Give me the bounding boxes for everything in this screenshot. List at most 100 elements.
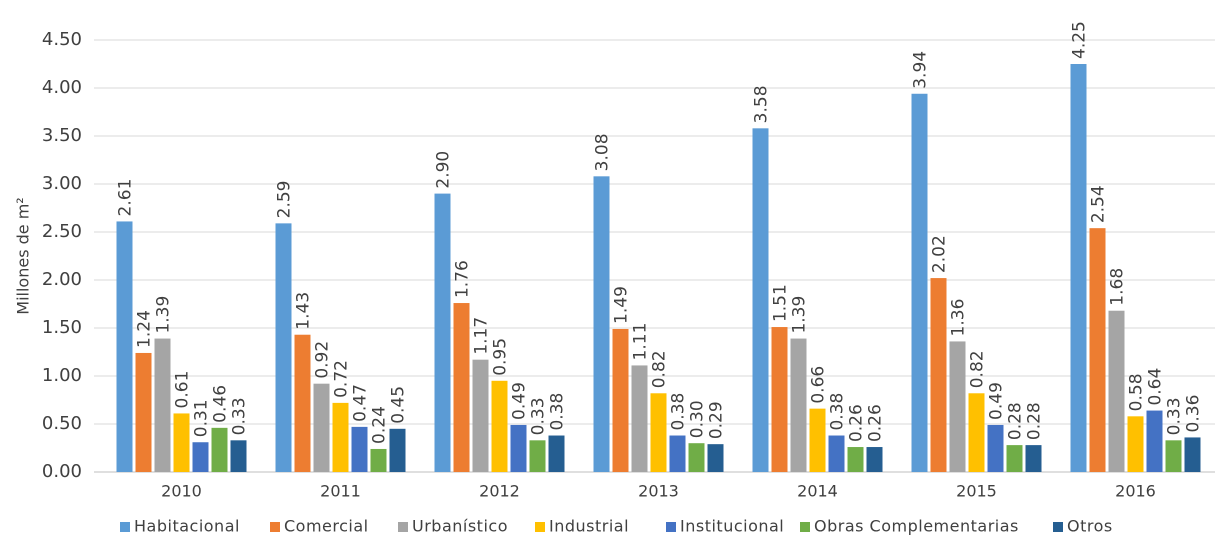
y-tick-label: 1.00 (42, 365, 82, 386)
x-tick-label: 2012 (479, 482, 520, 501)
value-label: 1.17 (472, 317, 492, 355)
legend-label: Industrial (549, 517, 629, 535)
value-label: 0.31 (192, 399, 212, 437)
value-label: 0.26 (847, 404, 867, 442)
value-label: 0.95 (491, 338, 511, 376)
legend-label: Comercial (284, 517, 369, 535)
bar (192, 442, 209, 472)
legend-label: Obras Complementarias (814, 517, 1019, 535)
bar (612, 328, 629, 472)
bar (313, 383, 330, 472)
value-label: 0.49 (987, 382, 1007, 420)
value-label: 0.38 (548, 393, 568, 431)
value-label: 1.68 (1108, 268, 1128, 306)
bar (669, 435, 686, 472)
bar (1165, 440, 1182, 472)
bar (548, 435, 565, 472)
bar (593, 176, 610, 472)
bar (1146, 410, 1163, 472)
value-label: 0.82 (650, 350, 670, 388)
x-tick-label: 2015 (956, 482, 997, 501)
legend-label: Institucional (680, 517, 784, 535)
legend-swatch (1053, 522, 1063, 532)
value-label: 2.59 (275, 181, 295, 219)
bar (472, 359, 489, 472)
y-tick-label: 1.50 (42, 317, 82, 338)
value-label: 0.33 (1165, 397, 1185, 435)
value-label: 2.61 (116, 179, 136, 217)
bar (752, 128, 769, 472)
value-label: 0.58 (1127, 373, 1147, 411)
legend-swatch (535, 522, 545, 532)
value-label: 0.36 (1184, 395, 1204, 433)
value-label: 0.92 (313, 341, 333, 379)
value-label: 0.46 (211, 385, 231, 423)
value-label: 1.24 (135, 310, 155, 348)
bar (771, 327, 788, 472)
value-label: 0.26 (866, 404, 886, 442)
bar (1108, 310, 1125, 472)
bar (866, 447, 883, 472)
bar (1006, 445, 1023, 472)
value-label: 0.61 (173, 371, 193, 409)
bar (949, 341, 966, 472)
value-label: 2.02 (930, 235, 950, 273)
value-label: 0.30 (688, 400, 708, 438)
bar (968, 393, 985, 472)
value-label: 0.45 (389, 386, 409, 424)
bar (688, 443, 705, 472)
value-label: 0.24 (370, 406, 390, 444)
value-label: 1.49 (612, 286, 632, 324)
bar (230, 440, 247, 472)
x-tick-label: 2010 (161, 482, 202, 501)
x-tick-label: 2016 (1115, 482, 1156, 501)
bar (707, 444, 724, 472)
bar (790, 338, 807, 472)
bar (1089, 228, 1106, 472)
bar (211, 427, 228, 472)
bar (911, 93, 928, 472)
value-label: 0.28 (1006, 402, 1026, 440)
value-label: 2.90 (434, 151, 454, 189)
x-tick-label: 2011 (320, 482, 361, 501)
value-label: 0.38 (828, 393, 848, 431)
value-label: 0.72 (332, 360, 352, 398)
y-tick-label: 2.00 (42, 269, 82, 290)
value-label: 0.82 (968, 350, 988, 388)
bar (828, 435, 845, 472)
value-label: 0.29 (707, 401, 727, 439)
y-tick-label: 0.50 (42, 413, 82, 434)
value-label: 0.33 (230, 397, 250, 435)
value-label: 3.58 (752, 85, 772, 123)
bar (650, 393, 667, 472)
y-tick-label: 2.50 (42, 221, 82, 242)
value-label: 3.94 (911, 51, 931, 89)
value-label: 4.25 (1070, 21, 1090, 59)
bar (294, 334, 311, 472)
legend-swatch (120, 522, 130, 532)
bar (116, 221, 133, 472)
value-label: 0.38 (669, 393, 689, 431)
bar (510, 424, 527, 472)
value-label: 1.36 (949, 299, 969, 337)
y-tick-label: 0.00 (42, 461, 82, 482)
legend-label: Urbanístico (412, 517, 508, 535)
bar (1127, 416, 1144, 472)
bar (453, 303, 470, 472)
value-label: 0.64 (1146, 368, 1166, 406)
legend-swatch (398, 522, 408, 532)
bar (154, 338, 171, 472)
y-tick-label: 3.50 (42, 125, 82, 146)
bar (370, 448, 387, 472)
legend-label: Otros (1067, 517, 1113, 535)
legend-swatch (800, 522, 810, 532)
bar (847, 447, 864, 472)
value-label: 0.47 (351, 384, 371, 422)
x-tick-label: 2013 (638, 482, 679, 501)
value-label: 3.08 (593, 133, 613, 171)
bar (1184, 437, 1201, 472)
value-label: 1.39 (790, 296, 810, 334)
bar (173, 413, 190, 472)
bar (809, 408, 826, 472)
